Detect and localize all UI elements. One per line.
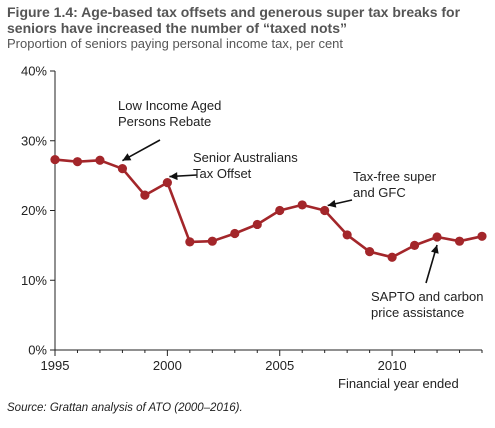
data-point bbox=[72, 157, 83, 167]
data-point bbox=[297, 200, 307, 210]
data-point bbox=[185, 237, 195, 247]
data-point bbox=[252, 219, 262, 230]
data-point bbox=[432, 232, 442, 242]
y-tick-label: 10% bbox=[21, 273, 47, 288]
x-tick-label: 2010 bbox=[378, 358, 407, 373]
data-point bbox=[387, 252, 397, 262]
annotation-arrowhead bbox=[122, 153, 132, 161]
chart-title: Figure 1.4: Age-based tax offsets and ge… bbox=[7, 4, 461, 36]
source-note: Source: Grattan analysis of ATO (2000–20… bbox=[7, 402, 243, 414]
data-point bbox=[207, 236, 217, 246]
y-tick-label: 0% bbox=[28, 343, 47, 358]
annotation-label: Senior Australians Tax Offset bbox=[193, 150, 298, 181]
annotation-label: Low Income Aged Persons Rebate bbox=[118, 98, 221, 129]
data-point bbox=[477, 231, 487, 241]
data-point bbox=[409, 240, 420, 250]
annotation-arrowhead bbox=[327, 199, 337, 208]
x-tick-label: 2000 bbox=[153, 358, 182, 373]
y-tick-label: 30% bbox=[21, 133, 47, 148]
y-tick-label: 20% bbox=[21, 203, 47, 218]
annotation-label: Tax-free super and GFC bbox=[353, 169, 437, 200]
data-point bbox=[50, 154, 60, 165]
data-point bbox=[365, 247, 375, 257]
x-tick-label: 1995 bbox=[41, 358, 70, 373]
data-point bbox=[275, 205, 285, 216]
annotation-arrowhead bbox=[169, 172, 178, 181]
data-point bbox=[140, 190, 150, 200]
data-point bbox=[95, 155, 105, 165]
data-point bbox=[320, 205, 330, 216]
y-tick-label: 40% bbox=[21, 64, 47, 79]
data-point bbox=[230, 228, 240, 239]
data-point bbox=[162, 178, 172, 188]
chart-subtitle: Proportion of seniors paying personal in… bbox=[7, 36, 344, 51]
x-tick-label: 2005 bbox=[265, 358, 294, 373]
annotation-label: SAPTO and carbon price assistance bbox=[371, 289, 484, 320]
data-point bbox=[117, 164, 128, 174]
x-axis-label: Financial year ended bbox=[338, 376, 459, 391]
data-point bbox=[454, 236, 465, 246]
data-point bbox=[342, 230, 352, 240]
annotation-arrowhead bbox=[430, 245, 439, 254]
